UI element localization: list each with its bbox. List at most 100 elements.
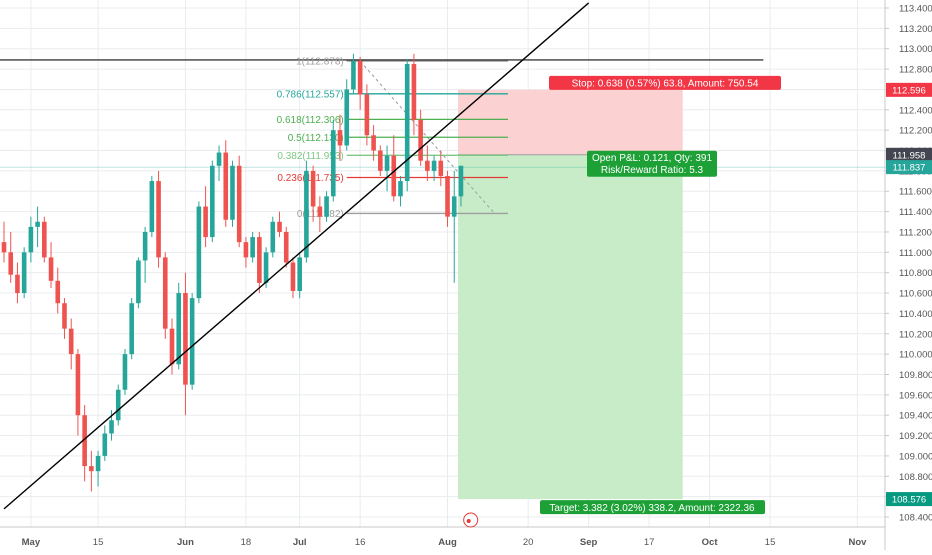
- candle-body[interactable]: [344, 89, 350, 146]
- candle-body[interactable]: [109, 420, 114, 434]
- x-tick-label: Oct: [702, 537, 719, 548]
- candle-body[interactable]: [156, 181, 161, 258]
- candle-body[interactable]: [398, 181, 403, 197]
- candle-body[interactable]: [42, 221, 47, 258]
- x-tick-label: 18: [241, 537, 252, 548]
- candle-body[interactable]: [283, 231, 289, 263]
- candle-body[interactable]: [330, 130, 336, 197]
- candle-body[interactable]: [337, 130, 343, 146]
- candle-body[interactable]: [21, 252, 27, 294]
- candle-body[interactable]: [257, 237, 262, 283]
- candle-body[interactable]: [404, 63, 410, 182]
- y-tick-label: 112.800: [899, 65, 932, 76]
- candle-body[interactable]: [223, 152, 229, 220]
- candle-body[interactable]: [378, 150, 383, 171]
- candle-body[interactable]: [48, 257, 54, 281]
- candle-body[interactable]: [75, 354, 81, 416]
- y-tick-label: 113.000: [899, 44, 932, 55]
- candle-body[interactable]: [263, 252, 269, 283]
- candle-body[interactable]: [162, 257, 168, 329]
- candle-body[interactable]: [411, 63, 417, 120]
- candle-body[interactable]: [250, 237, 255, 258]
- price-tag-box: [886, 147, 932, 162]
- candle-body[interactable]: [371, 135, 376, 151]
- candle-body[interactable]: [35, 221, 40, 227]
- candle-body[interactable]: [176, 293, 182, 365]
- candle-body[interactable]: [129, 303, 134, 355]
- candle-body[interactable]: [418, 119, 423, 161]
- x-tick-label: 16: [355, 537, 366, 548]
- profit-target-zone[interactable]: [457, 154, 683, 500]
- y-tick-label: 110.800: [899, 268, 932, 279]
- candle-body[interactable]: [458, 165, 464, 197]
- y-tick-label: 108.400: [899, 513, 932, 524]
- candle-body[interactable]: [149, 181, 155, 232]
- y-tick-label: 111.600: [899, 187, 932, 198]
- candle-body[interactable]: [445, 175, 450, 217]
- candle-body[interactable]: [8, 252, 14, 275]
- candle-body[interactable]: [317, 206, 323, 217]
- target-label-box: [540, 500, 765, 515]
- candle-body[interactable]: [236, 165, 242, 243]
- candle-body[interactable]: [183, 293, 188, 385]
- candle-body[interactable]: [297, 257, 302, 292]
- y-tick-label: 113.200: [899, 24, 932, 35]
- candle-body[interactable]: [102, 433, 108, 456]
- candle-body[interactable]: [95, 455, 101, 472]
- candle-body[interactable]: [230, 165, 235, 220]
- candle-body[interactable]: [1, 242, 7, 253]
- candle-body[interactable]: [142, 231, 148, 261]
- candle-body[interactable]: [62, 303, 67, 329]
- candle-body[interactable]: [438, 160, 444, 176]
- x-tick-label: May: [22, 537, 41, 548]
- y-tick-label: 111.200: [899, 227, 932, 238]
- candle-body[interactable]: [115, 389, 121, 421]
- fib-anchor-line: [359, 60, 495, 214]
- stop-label: Stop: 0.638 (0.57%) 63.8, Amount: 750.54: [572, 78, 759, 89]
- ascending-trendline[interactable]: [3, 2, 590, 510]
- candle-body[interactable]: [210, 165, 215, 238]
- y-tick-label: 109.400: [899, 411, 932, 422]
- candle-body[interactable]: [277, 221, 282, 232]
- candle-body[interactable]: [136, 260, 141, 304]
- candle-body[interactable]: [203, 206, 208, 238]
- candle-body[interactable]: [68, 328, 74, 355]
- y-tick-label: 110.400: [899, 309, 932, 320]
- fib-level-label: 1(112.878): [296, 57, 344, 68]
- candle-body[interactable]: [169, 328, 175, 365]
- candle-body[interactable]: [391, 155, 397, 197]
- candle-body[interactable]: [28, 226, 34, 253]
- stop-loss-zone[interactable]: [457, 89, 683, 155]
- y-tick-label: 109.800: [899, 370, 932, 381]
- price-tag: 111.837: [893, 163, 926, 174]
- y-tick-label: 111.000: [899, 248, 932, 259]
- candle-body[interactable]: [122, 354, 128, 390]
- fib-level-label: 0.5(112.130): [288, 133, 344, 144]
- candle-body[interactable]: [196, 206, 202, 299]
- candle-body[interactable]: [270, 221, 276, 253]
- candle-body[interactable]: [55, 280, 61, 304]
- y-tick-label: 112.400: [899, 105, 932, 116]
- event-marker-icon[interactable]: [463, 512, 479, 528]
- candle-body[interactable]: [425, 160, 430, 171]
- candle-body[interactable]: [431, 160, 437, 171]
- candle-body[interactable]: [15, 274, 20, 294]
- candle-body[interactable]: [364, 94, 370, 136]
- candle-body[interactable]: [82, 415, 87, 467]
- candle-body[interactable]: [216, 152, 222, 166]
- candle-body[interactable]: [310, 170, 316, 207]
- candle-body[interactable]: [243, 242, 249, 258]
- pnl-label-box: [587, 150, 717, 177]
- candle-body[interactable]: [324, 196, 329, 217]
- candle-body[interactable]: [189, 298, 195, 385]
- candle-body[interactable]: [89, 466, 94, 472]
- candle-body[interactable]: [357, 60, 363, 95]
- candle-body[interactable]: [304, 170, 309, 258]
- candle-body[interactable]: [290, 262, 296, 292]
- candle-body[interactable]: [351, 60, 356, 90]
- candle-body[interactable]: [384, 155, 390, 171]
- y-tick-label: 109.600: [899, 390, 932, 401]
- candle-body[interactable]: [451, 196, 457, 217]
